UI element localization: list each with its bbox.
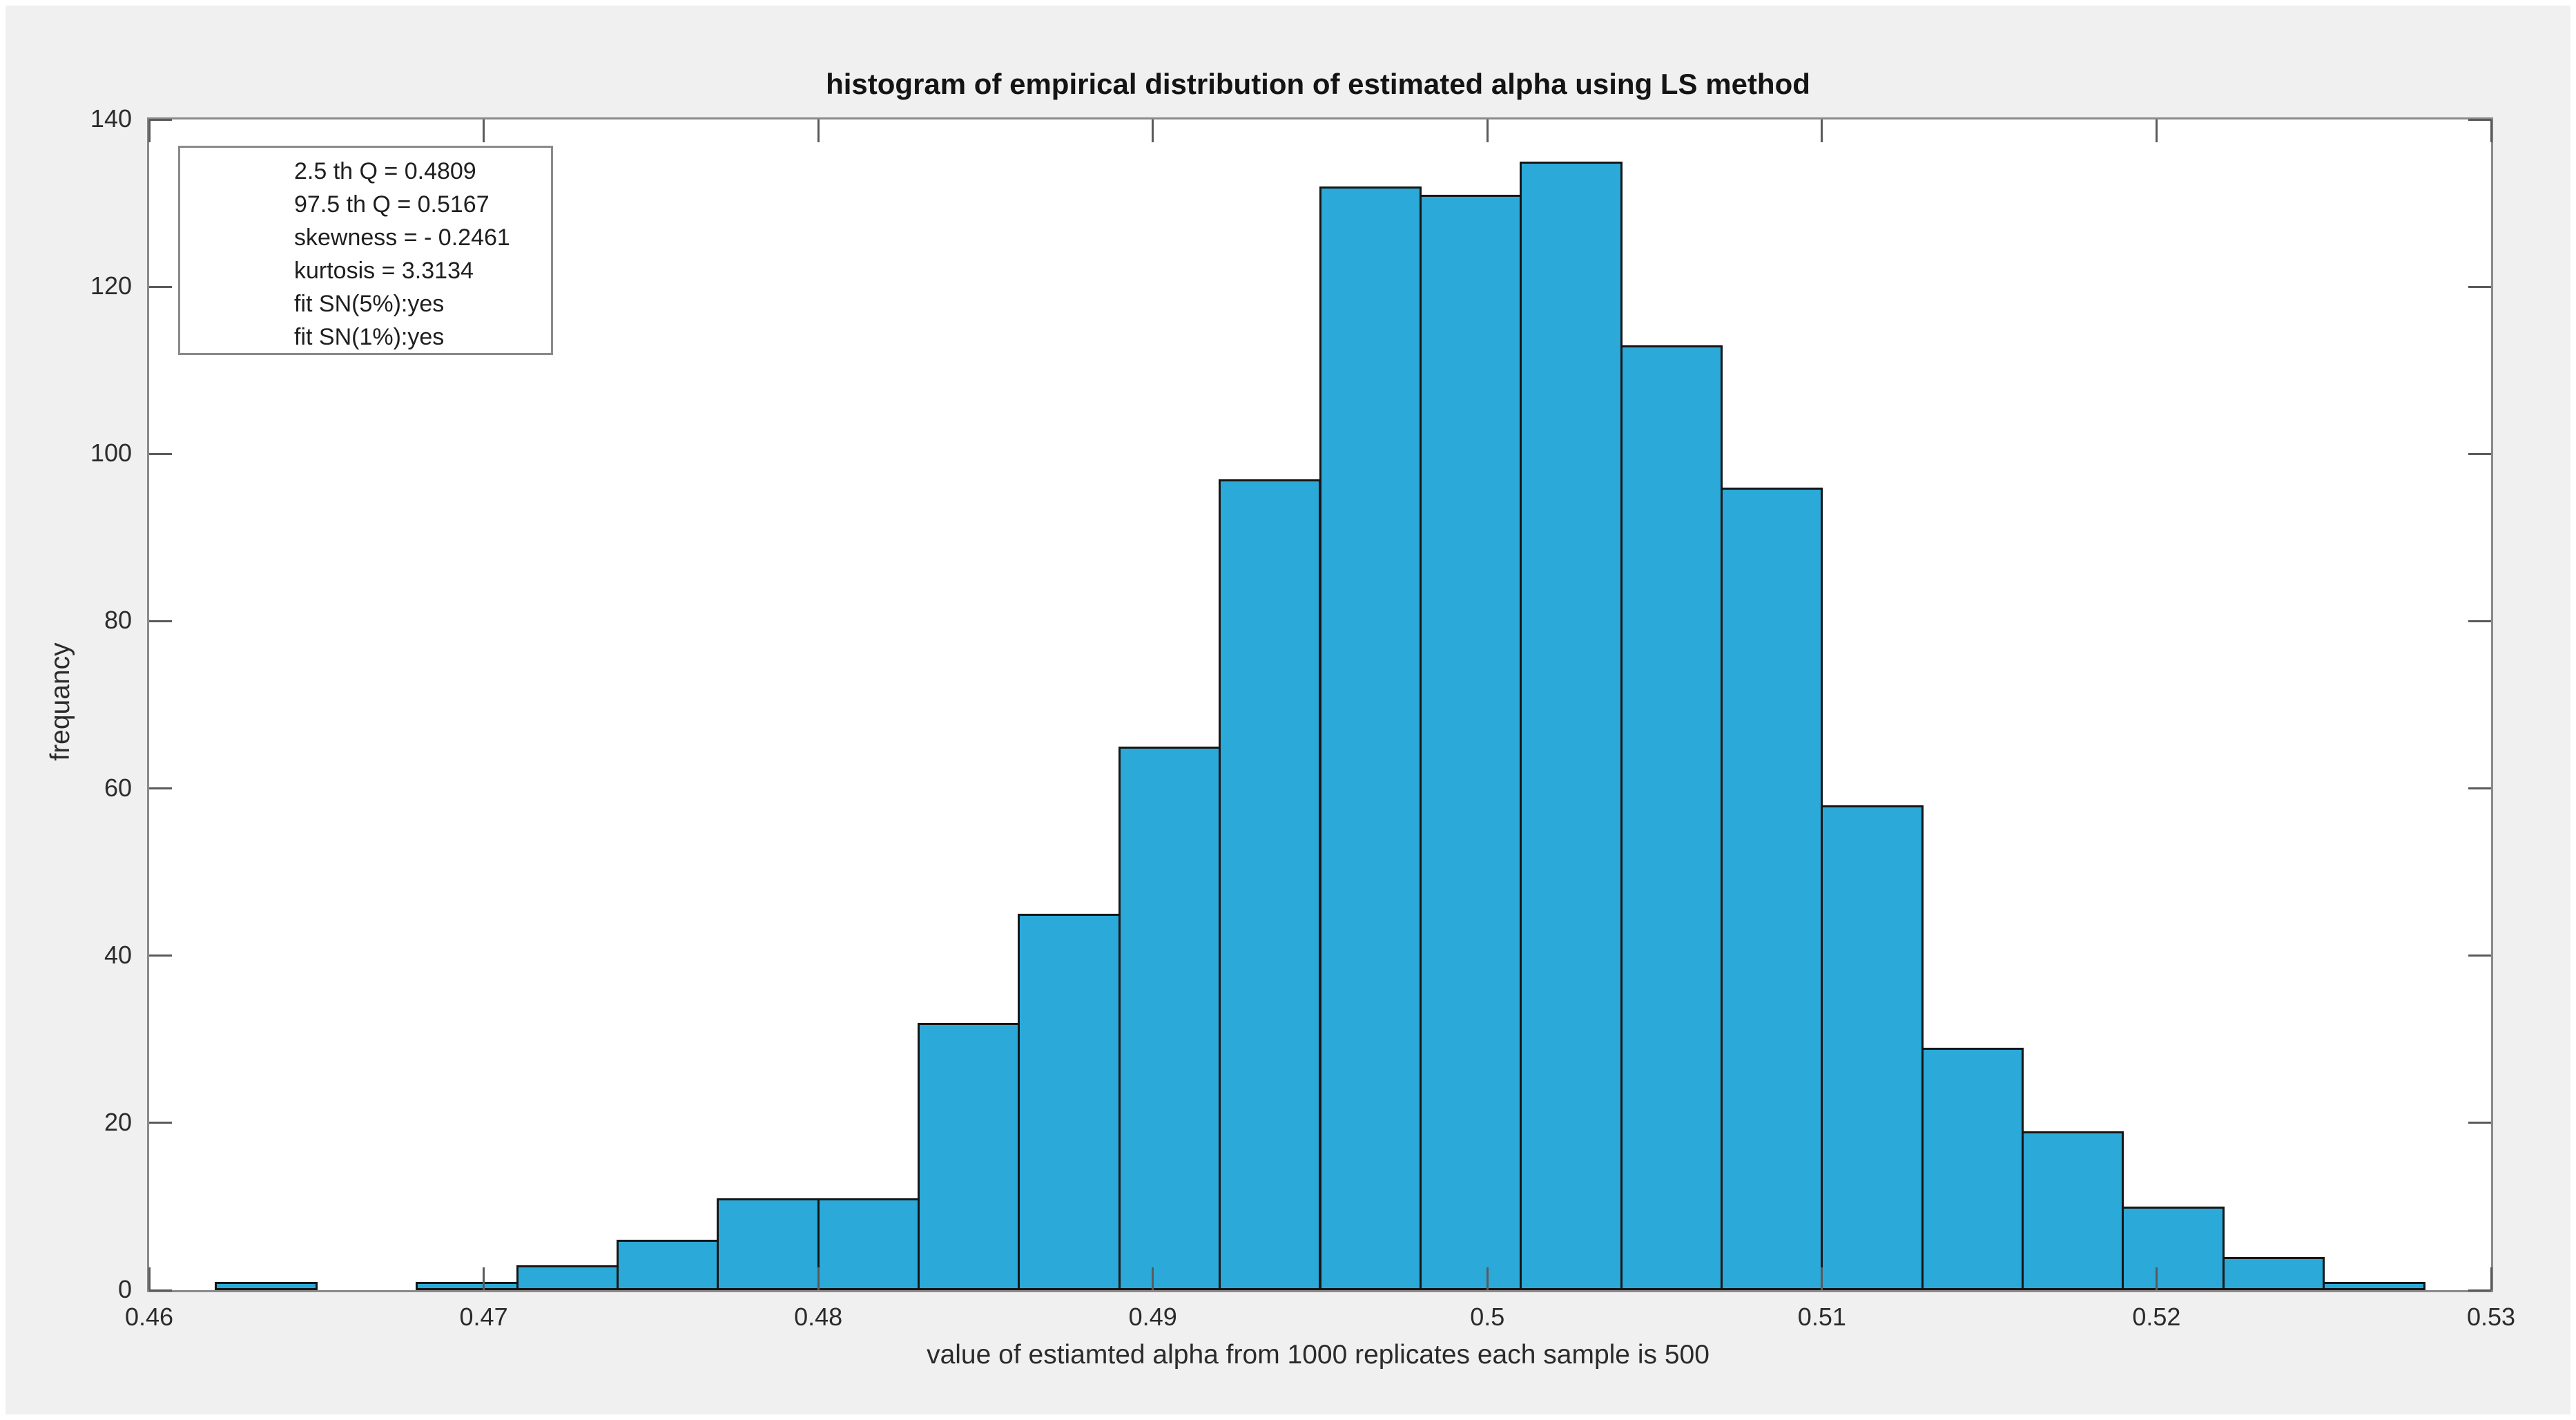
histogram-bar [215, 1281, 318, 1290]
y-tick-label: 0 [117, 1275, 132, 1303]
x-tick-label: 0.5 [1470, 1303, 1505, 1331]
y-tick-mark [149, 452, 172, 455]
x-tick-label: 0.47 [459, 1303, 508, 1331]
x-tick-mark [1486, 1267, 1489, 1290]
x-tick-mark [1152, 1267, 1154, 1290]
histogram-bar [416, 1281, 519, 1290]
y-tick-mark-right [2468, 452, 2491, 455]
y-tick-label: 60 [104, 773, 132, 802]
y-tick-mark [149, 787, 172, 790]
stats-annotation-text: 2.5 th Q = 0.4809 97.5 th Q = 0.5167 skewn… [294, 155, 510, 354]
histogram-bar [1720, 487, 1823, 1290]
stats-line: kurtosis = 3.3134 [294, 258, 474, 284]
histogram-bar [1821, 805, 1924, 1290]
histogram-bar [918, 1022, 1020, 1290]
histogram-bar [1319, 186, 1422, 1290]
y-tick-mark [149, 118, 172, 121]
stats-line: 2.5 th Q = 0.4809 [294, 158, 476, 184]
histogram-bar [1219, 479, 1321, 1290]
x-axis-title: value of estiamted alpha from 1000 repli… [927, 1340, 1710, 1370]
stats-line: fit SN(5%):yes [294, 291, 445, 317]
histogram-bar [717, 1198, 820, 1290]
histogram-bar [2323, 1281, 2425, 1290]
x-tick-mark-top [817, 119, 820, 142]
y-tick-mark-right [2468, 954, 2491, 957]
x-tick-mark-top [2490, 119, 2492, 142]
histogram-bar [1018, 914, 1121, 1290]
y-tick-label: 120 [90, 271, 132, 300]
x-tick-label: 0.48 [794, 1303, 843, 1331]
x-tick-mark-top [1486, 119, 1489, 142]
y-tick-mark-right [2468, 285, 2491, 288]
x-tick-label: 0.53 [2466, 1303, 2516, 1331]
plot-area: 2.5 th Q = 0.4809 97.5 th Q = 0.5167 skewn… [147, 117, 2493, 1292]
y-tick-mark-right [2468, 787, 2491, 790]
stats-line: 97.5 th Q = 0.5167 [294, 191, 490, 218]
histogram-bar [1520, 161, 1623, 1290]
x-tick-mark [148, 1267, 151, 1290]
histogram-bar [616, 1240, 719, 1290]
x-tick-label: 0.46 [124, 1303, 174, 1331]
y-tick-mark [149, 285, 172, 288]
y-tick-mark-right [2468, 118, 2491, 121]
y-tick-label: 80 [104, 606, 132, 635]
x-tick-mark [2490, 1267, 2492, 1290]
x-tick-mark-top [2155, 119, 2158, 142]
histogram-bar [2022, 1131, 2124, 1290]
y-tick-mark-right [2468, 1289, 2491, 1292]
y-tick-label: 20 [104, 1107, 132, 1136]
y-tick-label: 140 [90, 104, 132, 133]
stats-annotation-box: 2.5 th Q = 0.4809 97.5 th Q = 0.5167 skewn… [178, 146, 553, 355]
histogram-bar [2122, 1206, 2225, 1290]
stats-line: skewness = - 0.2461 [294, 224, 510, 251]
matlab-figure-window: histogram of empirical distribution of e… [6, 6, 2570, 1414]
stats-line: fit SN(1%):yes [294, 324, 445, 350]
y-tick-mark [149, 1122, 172, 1124]
y-tick-label: 100 [90, 439, 132, 468]
histogram-bar [817, 1198, 920, 1290]
x-tick-mark-top [483, 119, 485, 142]
histogram-bar [1620, 345, 1723, 1290]
x-tick-mark-top [148, 119, 151, 142]
y-tick-mark-right [2468, 1122, 2491, 1124]
histogram-bar [1921, 1047, 2024, 1290]
y-tick-mark [149, 620, 172, 622]
y-axis-title: frequancy [46, 642, 75, 761]
x-tick-mark [483, 1267, 485, 1290]
y-tick-label: 40 [104, 940, 132, 969]
y-tick-mark [149, 954, 172, 957]
x-tick-label: 0.49 [1128, 1303, 1177, 1331]
y-tick-mark-right [2468, 620, 2491, 622]
x-tick-label: 0.52 [2132, 1303, 2181, 1331]
x-tick-mark-top [1821, 119, 1823, 142]
x-tick-mark [2155, 1267, 2158, 1290]
x-tick-mark [817, 1267, 820, 1290]
x-tick-mark-top [1152, 119, 1154, 142]
x-tick-mark [1821, 1267, 1823, 1290]
histogram-bar [516, 1265, 619, 1290]
histogram-bar [2222, 1256, 2325, 1290]
histogram-bar [1118, 747, 1221, 1290]
chart-title: histogram of empirical distribution of e… [826, 68, 1810, 100]
histogram-bar [1419, 194, 1522, 1290]
y-tick-mark [149, 1289, 172, 1292]
x-tick-label: 0.51 [1797, 1303, 1846, 1331]
